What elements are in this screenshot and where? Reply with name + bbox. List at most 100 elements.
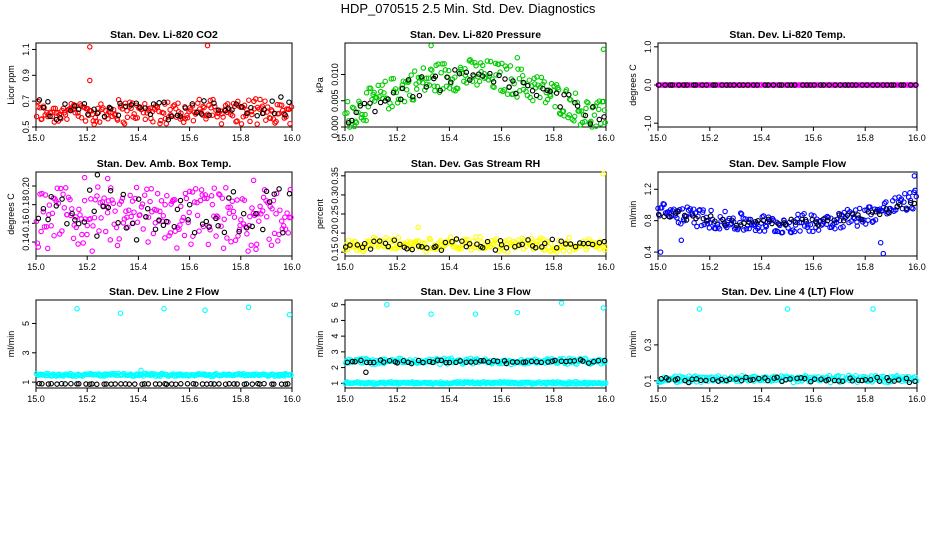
data-point (36, 380, 42, 387)
data-point (109, 197, 115, 203)
data-point (69, 206, 75, 212)
panel-title: Stan. Dev. Gas Stream RH (411, 158, 540, 170)
data-point (81, 197, 88, 204)
data-point (699, 209, 706, 216)
data-point (496, 72, 502, 79)
x-tick-label: 15.6 (493, 262, 511, 272)
data-point (398, 96, 404, 103)
data-point (174, 206, 181, 213)
data-point (530, 97, 536, 104)
outlier-point (384, 301, 390, 308)
data-point (681, 82, 687, 88)
data-point (156, 100, 162, 106)
data-point (223, 185, 229, 191)
data-point (907, 82, 914, 88)
data-point (856, 205, 863, 212)
y-tick-label: 0.9 (21, 69, 31, 82)
data-point (263, 214, 270, 220)
data-point (359, 111, 365, 118)
data-point (446, 359, 453, 366)
data-point (529, 88, 536, 94)
data-point (495, 61, 502, 68)
data-point (64, 211, 70, 218)
data-point (254, 113, 260, 119)
data-point (45, 216, 51, 223)
data-point (864, 82, 870, 88)
data-point (501, 87, 508, 93)
data-point (491, 241, 497, 247)
data-point (415, 243, 422, 249)
data-point (805, 221, 811, 228)
data-point (101, 113, 108, 120)
data-point (517, 241, 523, 248)
data-point (438, 70, 444, 76)
data-point (48, 223, 54, 229)
data-point (201, 104, 207, 111)
data-point (249, 111, 255, 118)
x-tick-label: 15.0 (336, 262, 354, 272)
data-point (602, 119, 608, 126)
y-tick-label: 0.1 (643, 375, 653, 388)
outlier-point (245, 304, 252, 311)
data-point (869, 209, 876, 215)
series-subset (344, 357, 608, 376)
data-point (181, 232, 188, 239)
data-point (95, 184, 101, 190)
data-point (601, 114, 607, 120)
data-point (342, 244, 349, 250)
data-point (849, 211, 856, 217)
data-point (75, 241, 81, 247)
data-point (437, 87, 443, 94)
data-point (128, 102, 135, 108)
data-point (703, 217, 710, 224)
data-point (797, 228, 803, 234)
data-point (438, 247, 445, 253)
data-point (411, 68, 418, 74)
data-point (831, 217, 837, 223)
data-point (244, 231, 250, 237)
data-point (601, 247, 608, 253)
data-point (473, 63, 479, 69)
data-point (133, 184, 140, 191)
outlier-point (363, 369, 369, 376)
x-tick-label: 15.4 (753, 394, 771, 404)
data-point (912, 187, 918, 194)
data-point (94, 233, 100, 239)
data-point (78, 115, 85, 121)
data-point (57, 115, 63, 121)
data-point (134, 115, 141, 121)
panel-6: Stan. Dev. Sample Flow 15.0 15.2 15.4 15.6 15… (628, 158, 926, 272)
data-point (791, 82, 798, 88)
data-point (35, 215, 42, 222)
series-subset (655, 199, 918, 229)
data-point (377, 99, 384, 106)
data-point (173, 105, 179, 112)
data-point (238, 217, 244, 223)
data-point (96, 119, 103, 125)
data-point (269, 206, 275, 212)
x-tick-label: 16.0 (908, 394, 926, 404)
data-point (108, 105, 114, 112)
data-point (404, 246, 410, 252)
data-point (220, 245, 227, 252)
data-point (285, 381, 291, 387)
data-point (93, 118, 99, 124)
data-point (807, 221, 814, 228)
data-point (94, 193, 100, 199)
data-point (152, 226, 159, 232)
data-point (39, 381, 45, 387)
data-point (168, 113, 175, 119)
data-point (218, 121, 225, 127)
plot-frame (35, 171, 293, 257)
data-point (539, 244, 545, 250)
data-point (723, 82, 730, 88)
data-point (394, 360, 401, 366)
data-point (230, 208, 237, 215)
x-tick-label: 15.6 (181, 133, 199, 143)
data-point (115, 112, 122, 119)
data-point (279, 226, 286, 232)
data-point (85, 111, 91, 118)
data-point (544, 87, 550, 94)
x-tick-label: 15.6 (805, 262, 823, 272)
data-point (527, 94, 533, 101)
